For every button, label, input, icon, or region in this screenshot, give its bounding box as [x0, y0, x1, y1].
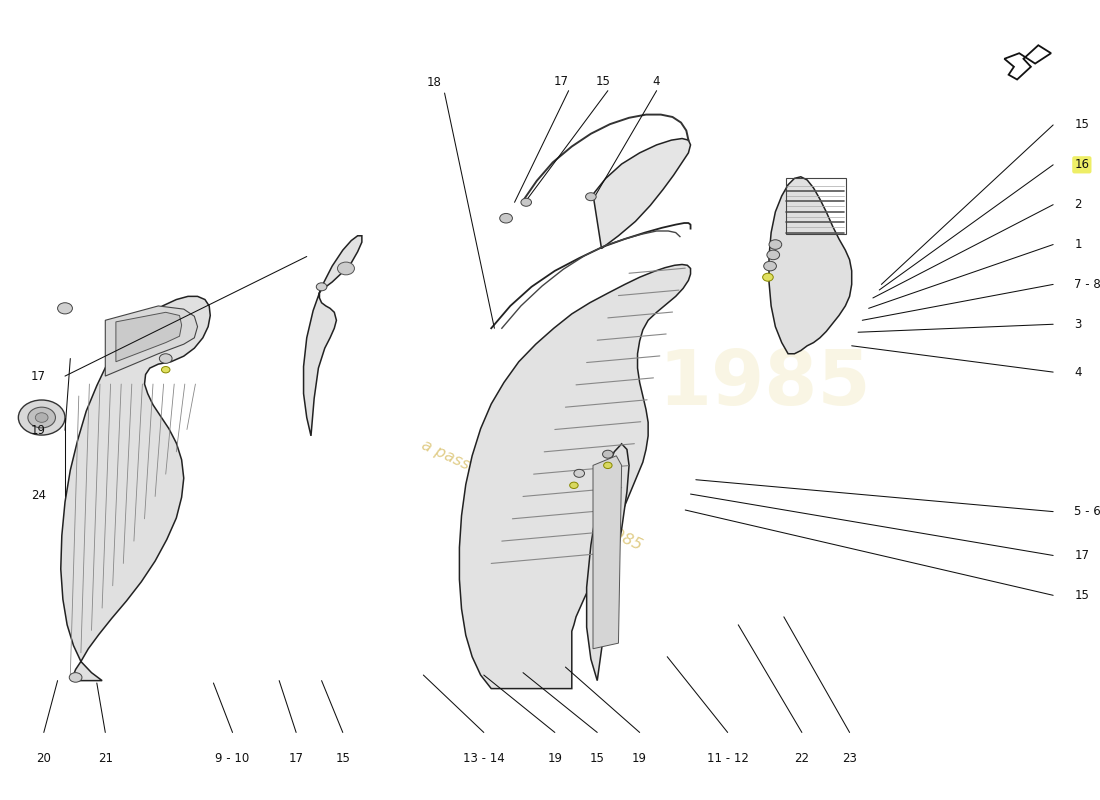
Circle shape	[604, 462, 612, 469]
Polygon shape	[769, 177, 851, 354]
Text: 4: 4	[653, 74, 660, 88]
Circle shape	[69, 673, 82, 682]
Text: 23: 23	[843, 752, 857, 766]
Text: 5 - 6: 5 - 6	[1075, 505, 1100, 518]
Circle shape	[763, 262, 777, 271]
Text: 2: 2	[1075, 198, 1082, 211]
Circle shape	[57, 302, 73, 314]
Polygon shape	[460, 265, 691, 689]
Circle shape	[521, 198, 531, 206]
Circle shape	[570, 482, 579, 489]
Text: 15: 15	[590, 752, 605, 766]
Circle shape	[338, 262, 354, 275]
Text: 19: 19	[548, 752, 562, 766]
Text: 22: 22	[794, 752, 810, 766]
Text: 24: 24	[31, 489, 46, 502]
Polygon shape	[593, 138, 691, 249]
Text: 18: 18	[427, 76, 441, 90]
Circle shape	[499, 214, 513, 223]
Text: 3: 3	[1075, 318, 1081, 330]
Text: 17: 17	[1075, 549, 1089, 562]
Circle shape	[317, 283, 327, 290]
Text: 1: 1	[1075, 238, 1082, 251]
Circle shape	[767, 250, 780, 260]
Text: 11 - 12: 11 - 12	[706, 752, 749, 766]
Text: 1985: 1985	[659, 347, 871, 421]
Text: 4: 4	[1075, 366, 1082, 378]
Circle shape	[574, 470, 584, 478]
Polygon shape	[593, 456, 622, 649]
Circle shape	[762, 274, 773, 282]
Text: 20: 20	[36, 752, 52, 766]
Polygon shape	[1004, 46, 1050, 79]
Circle shape	[585, 193, 596, 201]
Circle shape	[603, 450, 613, 458]
Text: 21: 21	[98, 752, 113, 766]
Circle shape	[35, 413, 48, 422]
Text: 15: 15	[1075, 118, 1089, 131]
Polygon shape	[116, 312, 182, 362]
Text: 19: 19	[632, 752, 647, 766]
Text: 7 - 8: 7 - 8	[1075, 278, 1100, 291]
Text: 15: 15	[336, 752, 350, 766]
Text: 13 - 14: 13 - 14	[463, 752, 505, 766]
Polygon shape	[586, 444, 629, 681]
Circle shape	[769, 240, 782, 250]
Text: 17: 17	[553, 74, 569, 88]
Polygon shape	[106, 306, 198, 376]
Text: a passion for parts since 1985: a passion for parts since 1985	[419, 438, 645, 554]
Text: 15: 15	[596, 74, 611, 88]
Circle shape	[162, 366, 170, 373]
Circle shape	[28, 407, 55, 428]
Polygon shape	[60, 296, 210, 681]
Text: 15: 15	[1075, 589, 1089, 602]
Text: 19: 19	[31, 424, 46, 437]
Text: 9 - 10: 9 - 10	[216, 752, 250, 766]
Text: 17: 17	[31, 370, 46, 382]
Text: 16: 16	[1075, 158, 1089, 171]
Polygon shape	[304, 236, 362, 436]
Text: 17: 17	[288, 752, 304, 766]
Circle shape	[160, 354, 172, 363]
Circle shape	[19, 400, 65, 435]
